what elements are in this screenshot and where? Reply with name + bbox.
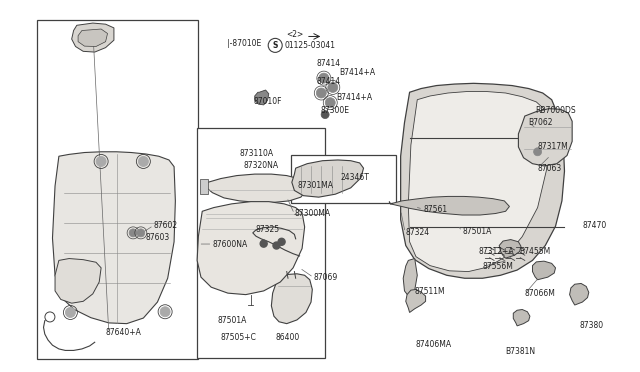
Circle shape [321, 110, 329, 119]
Text: B7381N: B7381N [506, 347, 536, 356]
Polygon shape [197, 202, 305, 295]
Text: 87414: 87414 [317, 60, 341, 68]
Bar [197, 128, 325, 358]
Circle shape [534, 148, 541, 156]
Polygon shape [513, 310, 530, 326]
Polygon shape [301, 179, 309, 193]
Circle shape [325, 98, 335, 108]
Polygon shape [78, 29, 108, 46]
Polygon shape [403, 259, 417, 298]
Polygon shape [255, 90, 269, 105]
Text: 87600NA: 87600NA [212, 240, 248, 248]
Text: 86400: 86400 [275, 333, 300, 341]
Polygon shape [499, 240, 521, 258]
Circle shape [268, 38, 282, 52]
Text: 87470: 87470 [582, 221, 607, 230]
Circle shape [328, 83, 338, 92]
Text: 87300E: 87300E [321, 106, 349, 115]
Text: 87069: 87069 [314, 273, 338, 282]
Bar [37, 20, 198, 359]
Polygon shape [271, 274, 312, 324]
Text: 87603: 87603 [146, 233, 170, 242]
Text: 87414: 87414 [317, 77, 341, 86]
Circle shape [137, 229, 145, 237]
Text: B7455M: B7455M [520, 247, 551, 256]
Text: 87300MA: 87300MA [294, 209, 330, 218]
Circle shape [96, 157, 106, 166]
Circle shape [319, 73, 329, 83]
Polygon shape [532, 261, 556, 280]
Text: 87320NA: 87320NA [243, 161, 278, 170]
Polygon shape [52, 152, 175, 324]
Circle shape [273, 242, 280, 249]
Text: RB7000DS: RB7000DS [535, 106, 575, 115]
Text: 87640+A: 87640+A [106, 328, 141, 337]
Polygon shape [389, 196, 509, 215]
Circle shape [65, 308, 76, 317]
Text: 87324: 87324 [405, 228, 429, 237]
Text: 87063: 87063 [538, 164, 562, 173]
Text: 87501A: 87501A [218, 316, 247, 325]
Circle shape [45, 312, 55, 322]
Text: 87010F: 87010F [253, 97, 282, 106]
Text: 87317M: 87317M [538, 142, 568, 151]
Polygon shape [401, 83, 564, 278]
Bar [291, 155, 396, 203]
Text: 87602: 87602 [154, 221, 178, 230]
Polygon shape [406, 289, 426, 312]
Polygon shape [205, 174, 306, 202]
Text: 87066M: 87066M [525, 289, 556, 298]
Polygon shape [518, 109, 572, 166]
Polygon shape [292, 160, 364, 197]
Text: 87501A: 87501A [462, 227, 492, 236]
Circle shape [160, 307, 170, 317]
Text: B7414+A: B7414+A [337, 93, 372, 102]
Circle shape [278, 238, 285, 245]
Text: B7062: B7062 [529, 118, 553, 127]
Polygon shape [72, 23, 114, 52]
Text: 01125-03041: 01125-03041 [284, 41, 335, 50]
Text: 873110A: 873110A [240, 149, 274, 158]
Text: S: S [273, 41, 278, 50]
Text: 24346T: 24346T [340, 173, 369, 182]
Text: B7414+A: B7414+A [339, 68, 375, 77]
Polygon shape [55, 259, 101, 303]
Text: 87312+A: 87312+A [479, 247, 515, 256]
Circle shape [260, 240, 267, 247]
Text: 87561: 87561 [423, 205, 447, 214]
Text: |-87010E: |-87010E [227, 39, 262, 48]
Polygon shape [408, 92, 549, 272]
Circle shape [129, 229, 137, 237]
Circle shape [138, 157, 148, 166]
Text: 87325: 87325 [256, 225, 280, 234]
Polygon shape [570, 283, 589, 305]
Text: <2>: <2> [287, 30, 304, 39]
Text: 87505+C: 87505+C [221, 333, 257, 341]
Text: 87556M: 87556M [483, 262, 513, 271]
Text: 87301MA: 87301MA [298, 181, 333, 190]
Text: 87511M: 87511M [415, 287, 445, 296]
Circle shape [316, 88, 326, 98]
Text: 87406MA: 87406MA [416, 340, 452, 349]
Text: 87380: 87380 [580, 321, 604, 330]
Polygon shape [200, 179, 208, 194]
